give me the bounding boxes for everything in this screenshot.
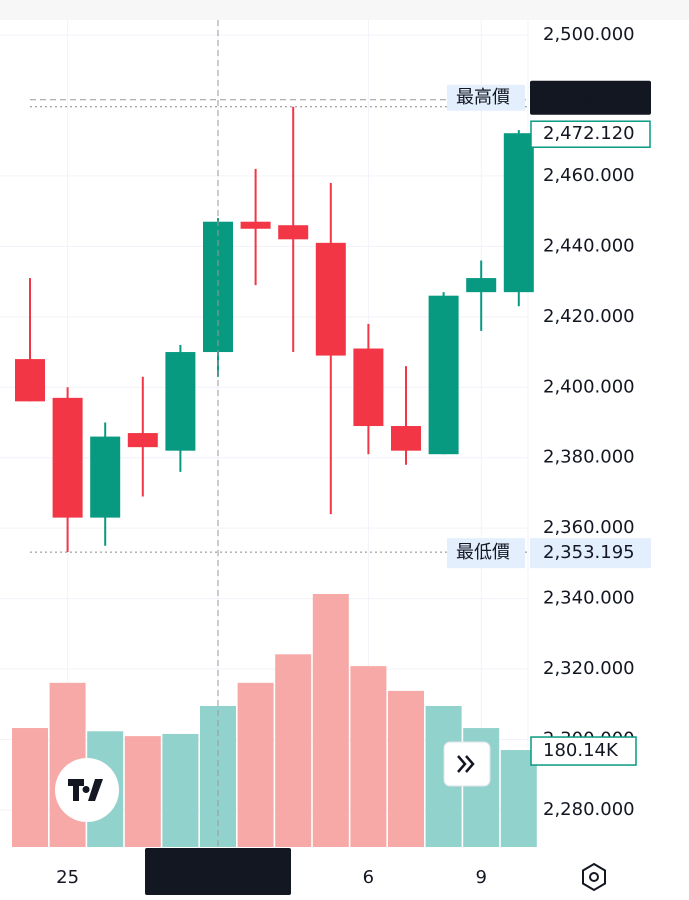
scroll-button[interactable] bbox=[443, 741, 491, 787]
candle-body bbox=[466, 278, 497, 293]
volume-label: 180.14K bbox=[543, 740, 619, 761]
y-tick-label: 2,500.000 bbox=[543, 24, 635, 45]
candle-body bbox=[315, 242, 346, 356]
low-value-box bbox=[530, 538, 651, 569]
volume-bar bbox=[12, 728, 48, 847]
y-tick-label: 2,400.000 bbox=[543, 376, 635, 397]
time-axis bbox=[0, 847, 689, 900]
candle-body bbox=[428, 295, 459, 455]
x-tick-label: 2024-07-31 bbox=[166, 866, 271, 887]
scroll-icon bbox=[457, 755, 475, 773]
volume-bar bbox=[162, 733, 199, 847]
y-tick-label: 2,340.000 bbox=[543, 588, 635, 609]
candle-body bbox=[127, 433, 158, 448]
top-bar bbox=[0, 0, 689, 20]
last-price-box bbox=[530, 120, 651, 148]
x-tick-label: 6 bbox=[363, 867, 374, 888]
y-tick-label: 2,280.000 bbox=[543, 799, 635, 820]
last-price: 2,472.120 bbox=[543, 123, 635, 144]
volume-bar bbox=[275, 654, 312, 847]
logo-mark bbox=[68, 779, 103, 801]
volume-bar bbox=[500, 750, 537, 847]
volume-label-box bbox=[530, 736, 637, 766]
y-tick-label: 2,460.000 bbox=[543, 165, 635, 186]
candle-body bbox=[165, 352, 196, 451]
volume-bar bbox=[312, 594, 349, 847]
candle-body bbox=[52, 397, 83, 518]
high-value: 2,479.621 bbox=[543, 87, 635, 108]
high-tag bbox=[447, 84, 525, 111]
x-tick-label: 9 bbox=[475, 867, 486, 888]
candle-body bbox=[90, 436, 121, 518]
high-value-box bbox=[530, 80, 651, 115]
volume-bar bbox=[350, 666, 387, 847]
volume-bar bbox=[237, 682, 274, 847]
settings-icon-center bbox=[589, 872, 599, 882]
candle-body bbox=[353, 348, 384, 427]
candle-body bbox=[15, 359, 45, 402]
low-tag-text: 最低價 bbox=[456, 542, 510, 563]
candle-body bbox=[503, 133, 534, 293]
volume-bar bbox=[388, 690, 424, 847]
candle-body bbox=[240, 221, 271, 229]
y-tick-label: 2,440.000 bbox=[543, 235, 635, 256]
low-value: 2,353.195 bbox=[543, 542, 635, 563]
candle-body bbox=[391, 426, 421, 451]
high-tag-text: 最高價 bbox=[456, 87, 510, 108]
y-tick-label: 2,320.000 bbox=[543, 658, 635, 679]
low-tag bbox=[447, 538, 525, 569]
y-tick-label: 2,420.000 bbox=[543, 306, 635, 327]
candle-body bbox=[278, 225, 309, 240]
crosshair-date-box bbox=[145, 848, 291, 895]
y-tick-label: 2,380.000 bbox=[543, 447, 635, 468]
settings-icon[interactable] bbox=[582, 862, 606, 892]
volume-bar bbox=[124, 736, 161, 847]
x-tick-label: 25 bbox=[56, 867, 79, 888]
y-tick-label: 2,360.000 bbox=[543, 517, 635, 538]
